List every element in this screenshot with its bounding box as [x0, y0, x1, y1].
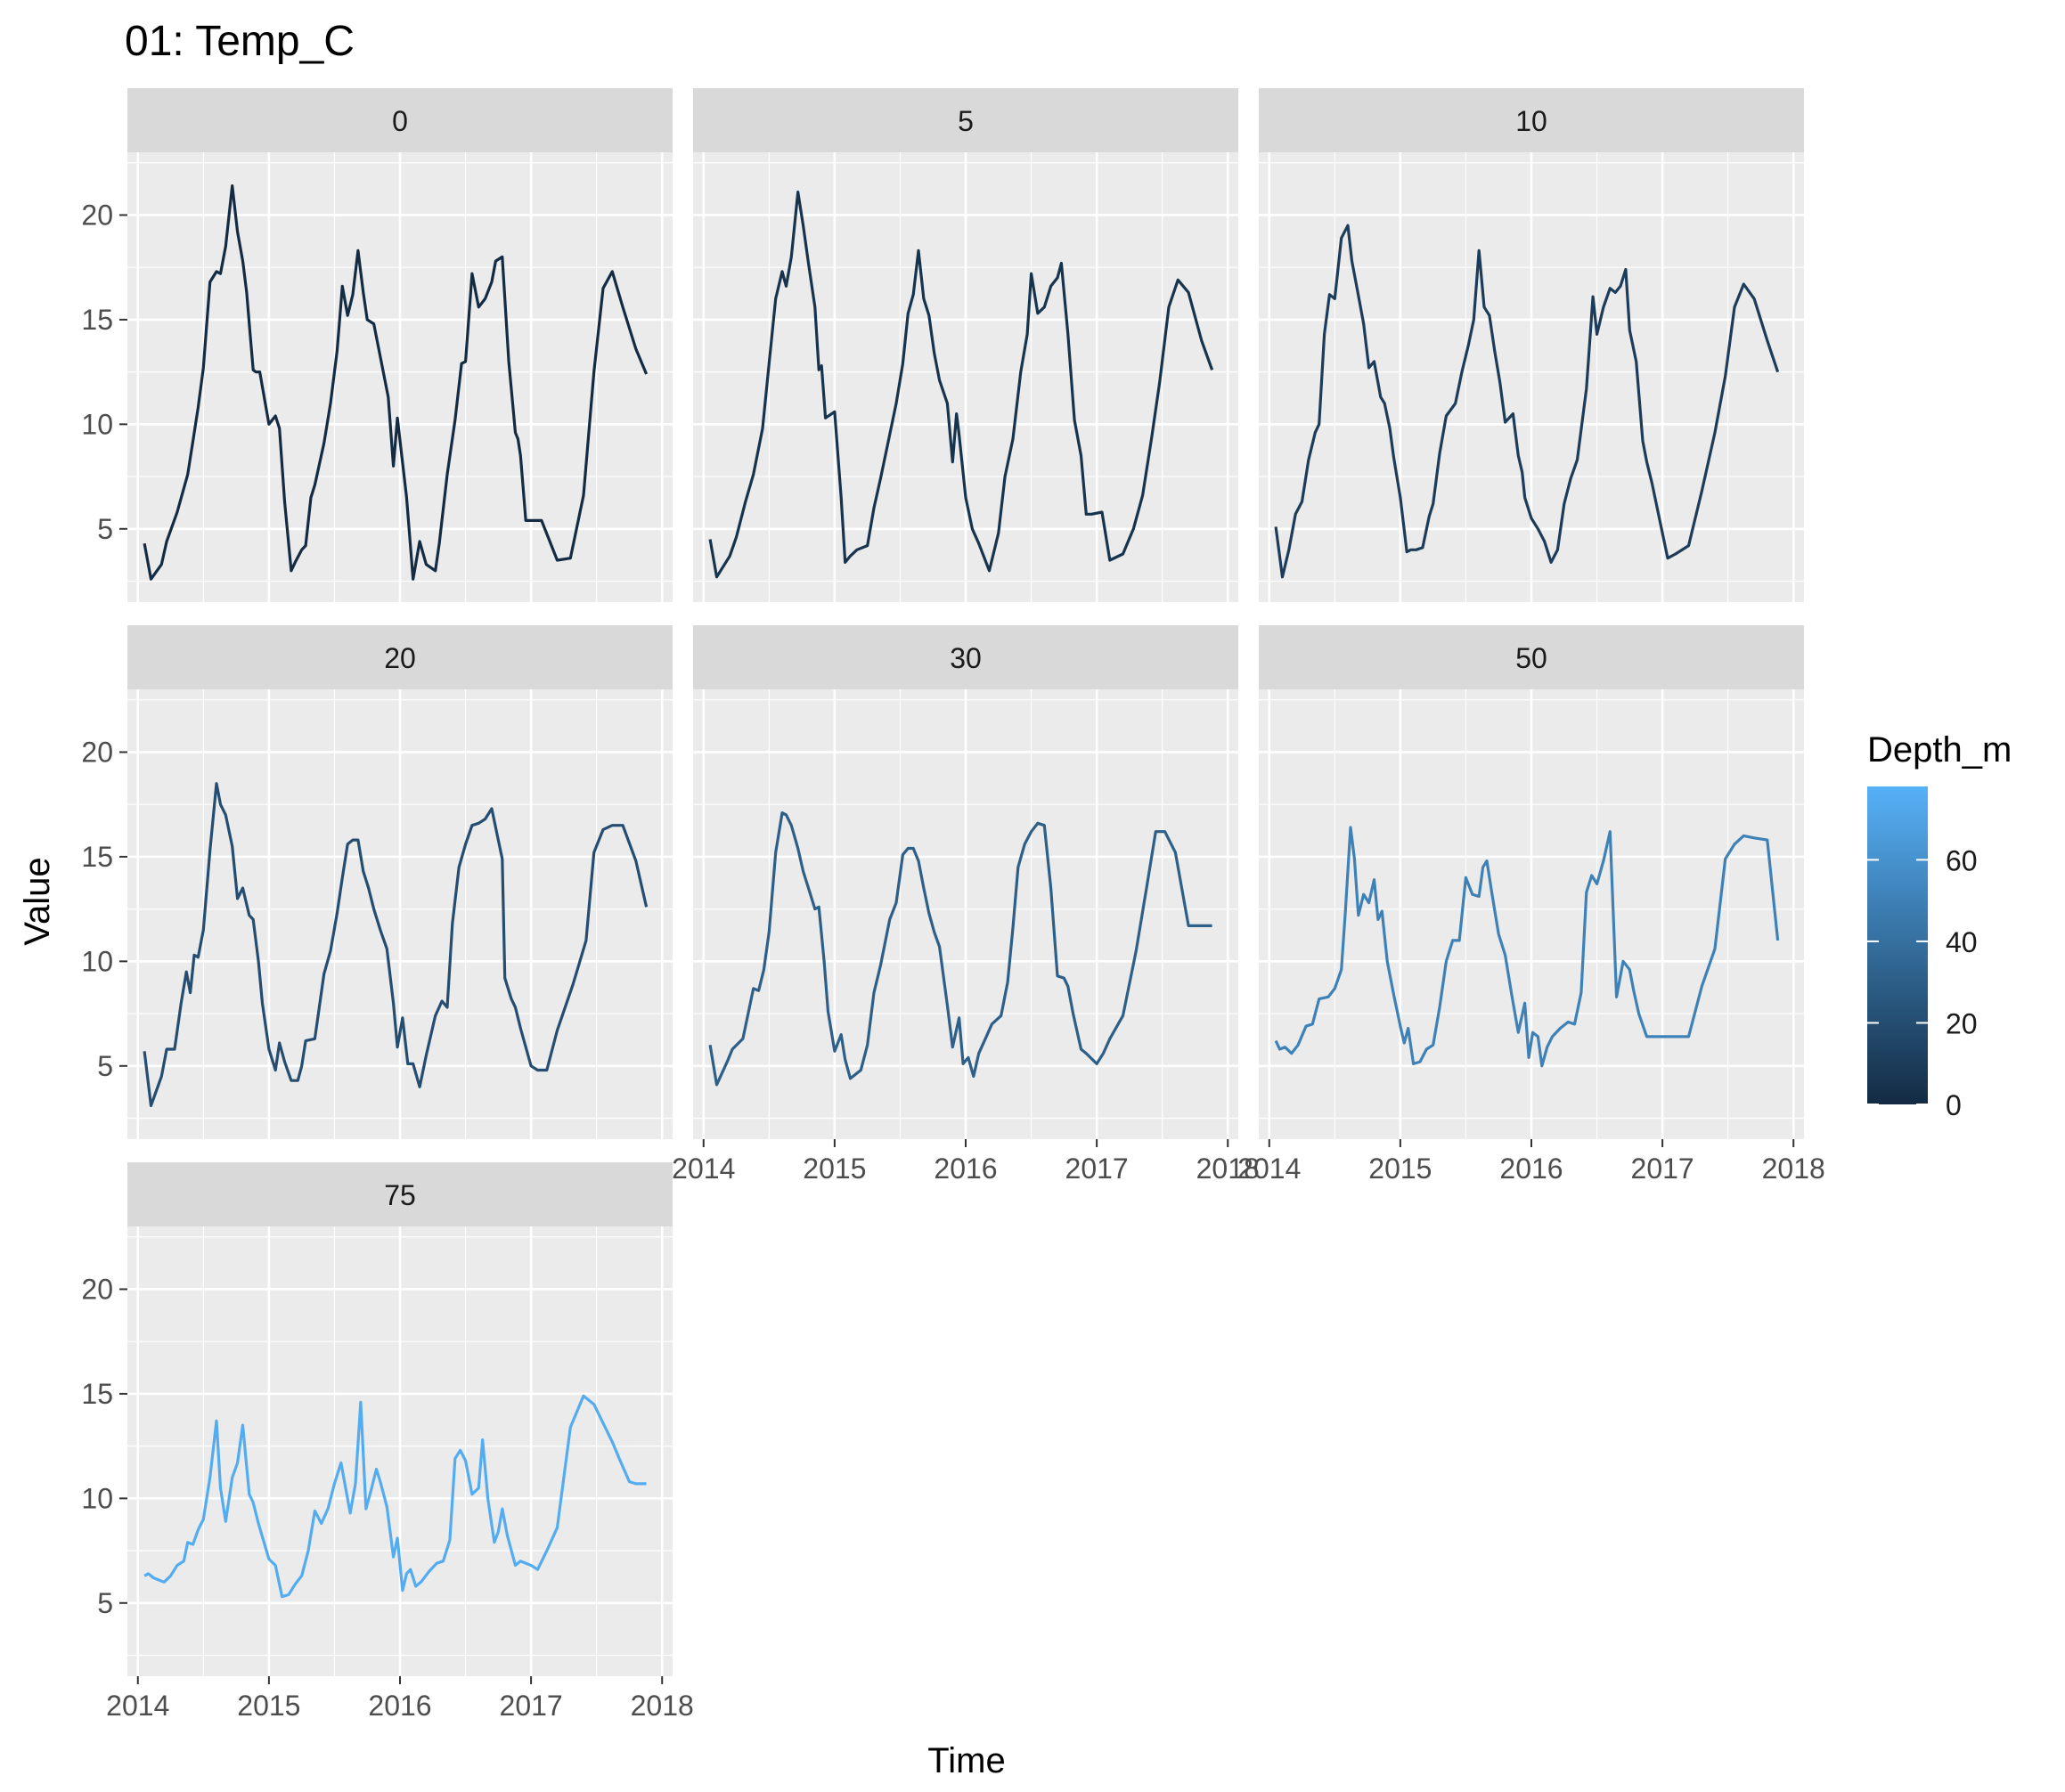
- facet-strip: [693, 88, 1238, 152]
- facet-strip: [1259, 625, 1804, 689]
- panel-10: 10: [1259, 88, 1804, 602]
- x-axis-title: Time: [927, 1741, 1005, 1780]
- x-tick-label: 2015: [237, 1690, 300, 1722]
- legend-colorbar: [1867, 786, 1928, 1104]
- panel-30: 30: [693, 625, 1238, 1139]
- facet-strip: [1259, 88, 1804, 152]
- facet-strip-label: 75: [384, 1179, 416, 1211]
- legend: Depth_m 0 20 40 60: [1867, 730, 2012, 1121]
- y-tick-label: 20: [81, 199, 113, 231]
- chart-title: 01: Temp_C: [125, 18, 355, 65]
- panel-0: 0: [127, 88, 673, 602]
- x-tick-label: 2014: [1237, 1153, 1301, 1185]
- facet-strip-label: 20: [384, 642, 416, 674]
- panel-50: 50: [1259, 625, 1804, 1139]
- facet-strip-label: 0: [392, 105, 408, 137]
- legend-tick-label: 60: [1946, 844, 1978, 876]
- x-tick-label: 2017: [500, 1690, 563, 1722]
- x-tick-label: 2017: [1065, 1153, 1129, 1185]
- x-tick-label: 2015: [1368, 1153, 1432, 1185]
- x-tick-label: 2014: [106, 1690, 169, 1722]
- series-line-depth-20: [143, 782, 649, 1108]
- y-axes-layer: 5 10 15 20 5 10 15 20 5 10 15 20: [81, 199, 127, 1619]
- legend-ticks: 0 20 40 60: [1867, 844, 1978, 1121]
- series-line-depth-50: [1274, 826, 1780, 1068]
- x-tick-label: 2018: [631, 1690, 694, 1722]
- y-tick-label: 5: [97, 513, 113, 545]
- facet-strip: [127, 88, 673, 152]
- x-tick-label: 2016: [368, 1690, 431, 1722]
- facet-strip: [127, 1162, 673, 1226]
- x-tick-label: 2018: [1762, 1153, 1825, 1185]
- facet-strip-label: 10: [1515, 105, 1547, 137]
- panels-layer: 0 5 10 20 30 50 75: [127, 88, 1804, 1676]
- x-tick-label: 2015: [803, 1153, 866, 1185]
- y-tick-label: 15: [81, 1378, 113, 1410]
- series-line-depth-10: [1274, 224, 1780, 579]
- series-line-depth-5: [708, 191, 1214, 579]
- y-tick-label: 20: [81, 1273, 113, 1305]
- facet-strip: [693, 625, 1238, 689]
- y-tick-label: 15: [81, 304, 113, 336]
- panel-20: 20: [127, 625, 673, 1139]
- facet-strip-label: 30: [950, 642, 982, 674]
- x-tick-label: 2018: [1196, 1153, 1260, 1185]
- y-tick-label: 10: [81, 408, 113, 440]
- series-line-depth-30: [708, 810, 1212, 1087]
- x-tick-label: 2016: [934, 1153, 997, 1185]
- series-line-depth-0: [143, 184, 649, 581]
- facet-strip-label: 5: [958, 105, 974, 137]
- legend-tick-label: 0: [1946, 1089, 1962, 1121]
- y-tick-label: 10: [81, 1482, 113, 1514]
- x-tick-label: 2016: [1499, 1153, 1563, 1185]
- legend-tick-label: 20: [1946, 1007, 1978, 1039]
- facet-strip: [127, 625, 673, 689]
- panel-5: 5: [693, 88, 1238, 602]
- series-line-depth-75: [143, 1394, 647, 1599]
- x-tick-label: 2017: [1631, 1153, 1694, 1185]
- y-axis-title: Value: [18, 857, 57, 945]
- facet-strip-label: 50: [1515, 642, 1547, 674]
- y-tick-label: 5: [97, 1050, 113, 1082]
- y-tick-label: 10: [81, 945, 113, 977]
- y-tick-label: 15: [81, 841, 113, 873]
- x-tick-label: 2014: [672, 1153, 735, 1185]
- legend-tick-label: 40: [1946, 926, 1978, 958]
- y-tick-label: 5: [97, 1587, 113, 1619]
- panel-75: 75: [127, 1162, 673, 1676]
- legend-title: Depth_m: [1867, 730, 2012, 770]
- y-tick-label: 20: [81, 736, 113, 768]
